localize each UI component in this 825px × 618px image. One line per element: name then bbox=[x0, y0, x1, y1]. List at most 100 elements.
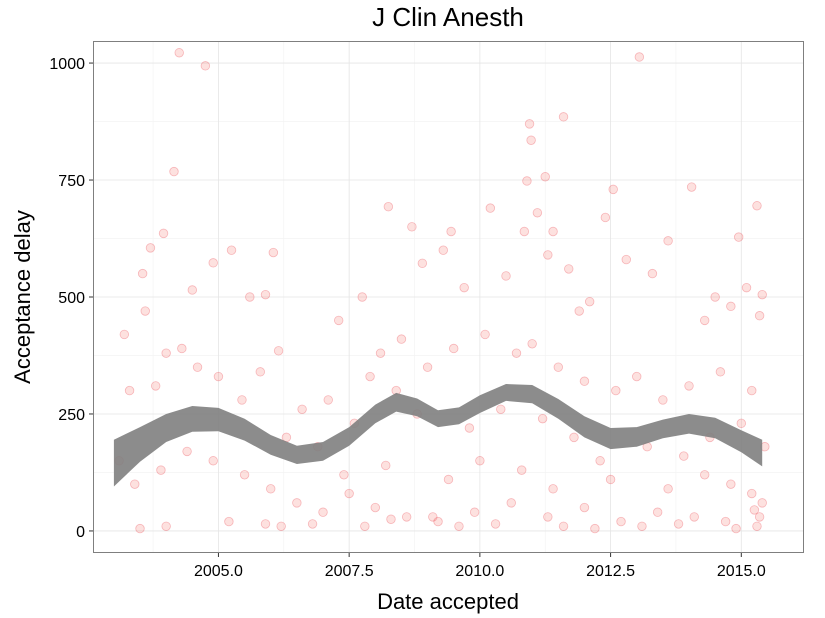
x-tick-label: 2007.5 bbox=[325, 563, 374, 580]
data-point bbox=[169, 166, 179, 177]
data-point bbox=[150, 381, 161, 391]
data-point bbox=[684, 381, 694, 391]
data-point bbox=[268, 247, 279, 258]
data-point bbox=[464, 423, 475, 433]
chart-title: J Clin Anesth bbox=[372, 2, 524, 32]
data-point bbox=[632, 371, 642, 382]
data-point bbox=[590, 523, 600, 534]
data-point bbox=[187, 285, 197, 295]
data-point bbox=[260, 519, 271, 529]
data-point bbox=[213, 371, 224, 382]
x-axis-ticks: 2005.0 2007.5 2010.0 2012.5 2015.0 bbox=[194, 553, 766, 580]
data-point bbox=[532, 208, 543, 218]
data-point bbox=[747, 488, 757, 499]
data-point bbox=[579, 376, 590, 386]
data-point bbox=[519, 226, 530, 237]
data-point bbox=[140, 306, 150, 316]
data-point bbox=[574, 306, 584, 316]
data-point bbox=[490, 519, 501, 529]
data-point bbox=[357, 292, 367, 302]
data-point bbox=[370, 502, 380, 513]
data-point bbox=[754, 512, 765, 522]
data-point bbox=[383, 201, 394, 212]
data-point bbox=[548, 226, 558, 237]
data-point bbox=[621, 254, 631, 265]
data-point bbox=[608, 184, 618, 195]
data-point bbox=[652, 507, 663, 517]
data-point bbox=[417, 258, 428, 269]
x-tick-label: 2005.0 bbox=[194, 563, 243, 580]
data-point bbox=[548, 484, 558, 494]
data-point bbox=[260, 289, 271, 300]
data-point bbox=[715, 367, 726, 377]
data-point bbox=[386, 514, 396, 524]
data-point bbox=[553, 362, 564, 372]
data-point bbox=[605, 474, 616, 485]
data-point bbox=[360, 521, 370, 531]
data-point bbox=[158, 228, 169, 239]
data-point bbox=[752, 521, 762, 531]
data-point bbox=[524, 119, 535, 129]
data-point bbox=[496, 404, 506, 414]
data-point bbox=[506, 498, 516, 508]
data-point bbox=[584, 296, 595, 307]
data-point bbox=[124, 385, 135, 396]
data-point bbox=[634, 52, 645, 62]
data-point bbox=[428, 512, 438, 522]
data-point bbox=[161, 521, 171, 531]
smooth-confidence-band bbox=[113, 384, 763, 487]
data-point bbox=[396, 334, 407, 344]
data-point bbox=[558, 112, 569, 122]
data-point bbox=[710, 292, 720, 302]
data-point bbox=[375, 348, 386, 358]
data-point bbox=[208, 258, 218, 268]
data-point bbox=[752, 201, 762, 211]
data-point bbox=[527, 339, 537, 349]
data-point bbox=[543, 512, 553, 522]
data-point bbox=[736, 418, 747, 429]
data-point bbox=[237, 395, 247, 405]
y-axis-ticks: 0 250 500 750 1000 bbox=[49, 56, 93, 541]
data-point bbox=[475, 456, 485, 466]
data-point bbox=[733, 232, 744, 242]
data-point bbox=[540, 172, 550, 182]
data-point bbox=[307, 519, 318, 529]
data-point bbox=[422, 362, 433, 372]
data-point bbox=[700, 470, 710, 480]
data-point bbox=[433, 516, 443, 527]
data-point bbox=[526, 135, 536, 145]
data-point bbox=[381, 460, 391, 471]
data-point bbox=[137, 268, 148, 279]
data-point bbox=[485, 203, 496, 213]
data-point bbox=[226, 245, 237, 255]
data-point bbox=[119, 329, 130, 340]
data-point bbox=[161, 348, 171, 358]
data-point bbox=[579, 502, 590, 513]
data-point bbox=[177, 343, 187, 354]
data-point bbox=[757, 498, 767, 508]
data-point bbox=[564, 264, 574, 274]
data-point bbox=[700, 315, 710, 326]
data-point bbox=[754, 311, 765, 321]
data-point bbox=[749, 505, 760, 515]
data-point bbox=[292, 498, 302, 508]
data-point bbox=[663, 236, 673, 246]
data-point bbox=[658, 395, 668, 405]
data-point bbox=[569, 432, 579, 443]
data-point bbox=[200, 61, 211, 71]
data-point bbox=[543, 250, 553, 260]
data-point bbox=[245, 292, 255, 302]
data-point bbox=[323, 395, 333, 405]
data-point bbox=[333, 315, 344, 326]
y-tick-label: 250 bbox=[58, 407, 85, 424]
x-tick-label: 2012.5 bbox=[586, 563, 635, 580]
y-tick-label: 1000 bbox=[49, 56, 85, 73]
data-point bbox=[747, 385, 757, 396]
data-point bbox=[537, 413, 548, 424]
data-point bbox=[469, 507, 480, 517]
data-point bbox=[689, 512, 699, 522]
data-point bbox=[595, 456, 605, 466]
data-point bbox=[182, 446, 192, 457]
data-point bbox=[130, 479, 140, 489]
major-gridlines bbox=[94, 42, 803, 552]
